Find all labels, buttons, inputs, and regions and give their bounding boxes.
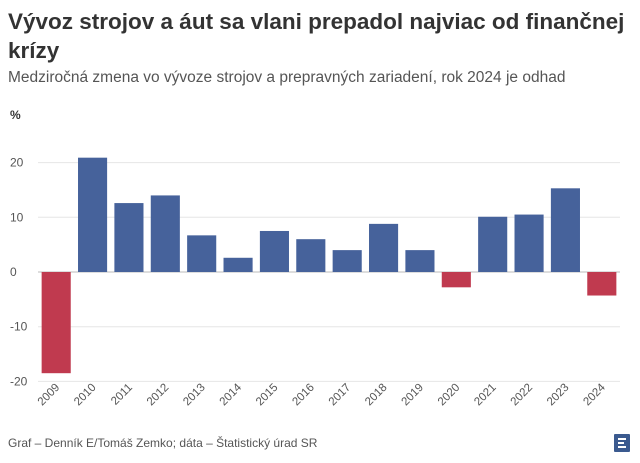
bar-2017[interactable] (332, 250, 362, 272)
bar-2016[interactable] (296, 239, 326, 272)
bar-2009[interactable] (41, 272, 71, 374)
x-tick-label: 2011 (109, 382, 135, 408)
bar-2014[interactable] (223, 257, 253, 272)
chart-title: Vývoz strojov a áut sa vlani prepadol na… (8, 9, 625, 63)
x-tick-label: 2012 (145, 382, 172, 409)
x-axis-ticks: 2009 2010 2011 2012 2013 2014 2015 2016 2017 2018… (36, 381, 609, 408)
denník-e-logo-icon[interactable] (614, 434, 630, 452)
y-tick-label: 10 (10, 210, 24, 224)
x-tick-label: 2024 (581, 381, 608, 408)
bar-2023[interactable] (550, 188, 580, 272)
chart-subtitle: Medziročná zmena vo vývoze strojov a pre… (8, 69, 566, 86)
bar-2019[interactable] (405, 250, 435, 272)
x-tick-label: 2013 (181, 382, 208, 409)
bar-2012[interactable] (150, 195, 180, 272)
x-tick-label: 2016 (290, 382, 317, 409)
x-tick-label: 2018 (363, 382, 390, 409)
x-tick-label: 2022 (509, 382, 536, 409)
bar-2022[interactable] (514, 214, 544, 272)
y-tick-label: 20 (10, 156, 24, 170)
bars (41, 157, 617, 374)
x-tick-label: 2019 (399, 382, 426, 409)
bar-2011[interactable] (114, 203, 144, 272)
y-tick-label: 0 (10, 265, 17, 279)
bar-chart: -20 -10 0 10 20 2009 2010 2011 2012 2013 2014 2015… (10, 156, 620, 408)
x-tick-label: 2017 (327, 382, 354, 409)
bar-2018[interactable] (369, 223, 399, 272)
y-axis-unit-label: % (10, 108, 21, 122)
x-tick-label: 2021 (472, 382, 499, 409)
x-tick-label: 2014 (218, 381, 245, 408)
x-tick-label: 2010 (72, 382, 99, 409)
y-tick-label: -20 (10, 374, 28, 388)
x-tick-label: 2009 (36, 382, 63, 409)
source-footer: Graf – Denník E/Tomáš Zemko; dáta – Štat… (8, 436, 318, 450)
x-tick-label: 2015 (254, 382, 281, 409)
x-tick-label: 2020 (436, 382, 463, 409)
x-tick-label: 2023 (545, 382, 572, 409)
bar-2021[interactable] (478, 216, 508, 272)
bar-2010[interactable] (78, 157, 108, 272)
bar-2013[interactable] (187, 235, 217, 272)
bar-2024[interactable] (587, 272, 617, 296)
y-axis-ticks: -20 -10 0 10 20 (10, 156, 28, 389)
y-tick-label: -10 (10, 320, 28, 334)
bar-2020[interactable] (441, 272, 471, 288)
bar-2015[interactable] (259, 230, 289, 272)
